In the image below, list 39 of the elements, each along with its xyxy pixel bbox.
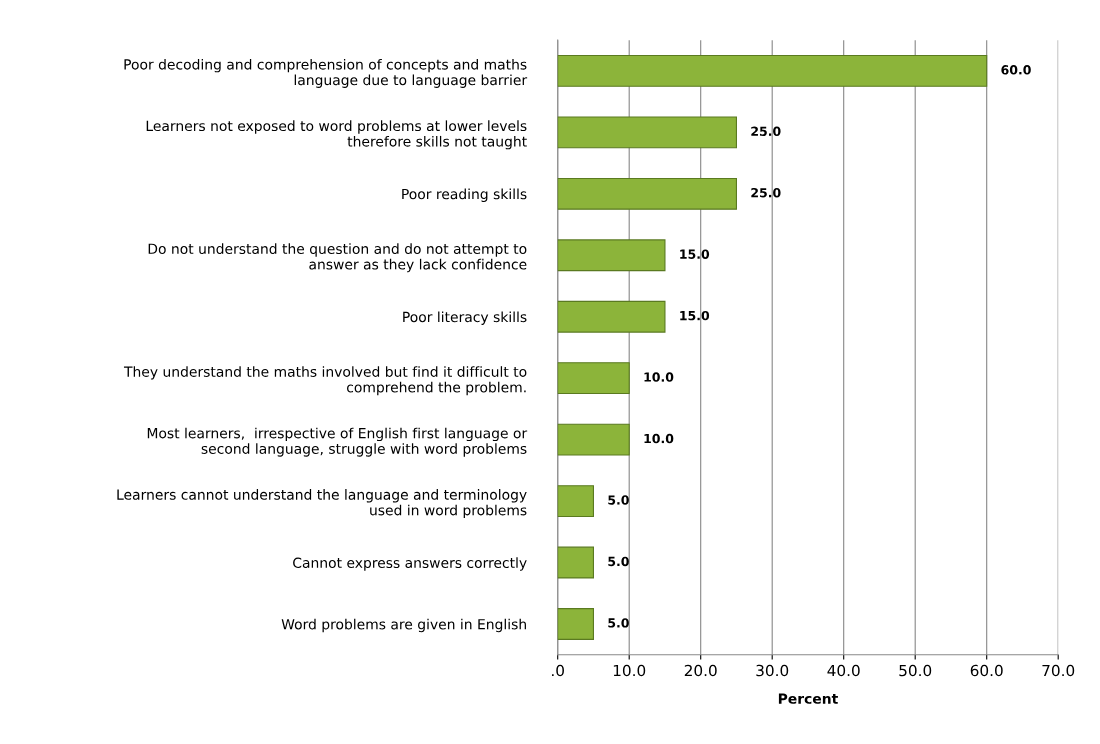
- data-label: 15.0: [680, 249, 710, 259]
- bar: [557, 54, 988, 87]
- x-tick-label: 30.0: [756, 664, 789, 677]
- bar: [557, 362, 630, 395]
- y-tick-label: Learners cannot understand the language and terminology used in word problems: [117, 489, 527, 519]
- y-tick-label: Poor decoding and comprehension of concepts and maths language due to language barrier: [124, 58, 528, 88]
- data-label: 5.0: [608, 556, 629, 567]
- bar: [557, 485, 595, 518]
- x-tick-label: 60.0: [970, 664, 1003, 677]
- x-tick-label: 20.0: [684, 664, 717, 677]
- bar: [557, 423, 630, 456]
- bar: [557, 177, 738, 210]
- x-tick-label: 40.0: [827, 664, 860, 677]
- data-label: 25.0: [751, 126, 781, 136]
- y-tick-label: Do not understand the question and do not attempt to answer as they lack confidence: [148, 243, 527, 273]
- bar: [557, 546, 595, 579]
- bar: [557, 608, 595, 640]
- y-tick-label: Learners not exposed to word problems at lower levels therefore skills not taught: [146, 120, 527, 150]
- data-label: 25.0: [751, 187, 781, 198]
- y-tick-label: Word problems are given in English: [281, 618, 526, 633]
- data-label: 5.0: [608, 618, 629, 628]
- data-label: 10.0: [644, 433, 674, 444]
- y-tick-label: Cannot express answers correctly: [293, 557, 527, 571]
- y-tick-label: Poor literacy skills: [403, 311, 527, 325]
- bar: [557, 300, 666, 333]
- bar: [557, 116, 738, 149]
- data-label: 15.0: [680, 310, 710, 321]
- x-tick-label: 50.0: [899, 664, 932, 677]
- x-tick-label: .0: [552, 664, 564, 677]
- data-label: 60.0: [1001, 65, 1031, 75]
- data-label: 10.0: [644, 372, 674, 382]
- y-tick-label: They understand the maths involved but find it difficult to comprehend the problem.: [123, 366, 527, 396]
- data-label: 5.0: [608, 495, 629, 505]
- x-tick-label: 70.0: [1042, 664, 1075, 677]
- y-tick-label: Most learners, irrespective of English first language or second language, struggle with word problems: [147, 427, 528, 457]
- x-axis-title: Percent: [778, 693, 838, 704]
- x-tick-label: 10.0: [613, 664, 646, 677]
- y-tick-label: Poor reading skills: [402, 188, 527, 202]
- bar: [557, 239, 666, 272]
